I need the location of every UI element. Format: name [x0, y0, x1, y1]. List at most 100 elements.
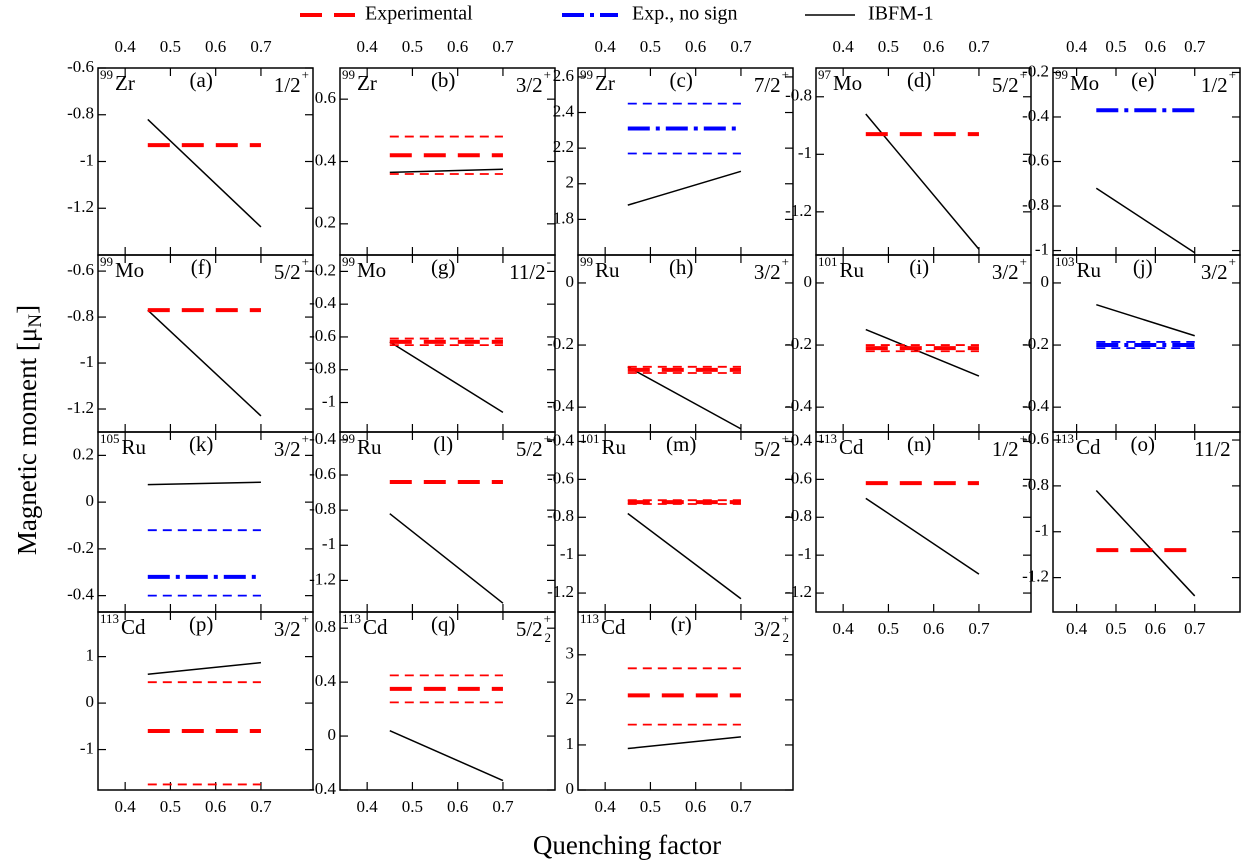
x-tick-label: 0.5	[160, 797, 181, 816]
series-line	[1096, 303, 1195, 337]
x-tick-label: 0.4	[833, 619, 855, 638]
nucleus-element: Mo	[1070, 71, 1099, 95]
spin: 3/2	[516, 73, 543, 97]
y-tick-label: 0	[1041, 272, 1050, 291]
nucleus-element: Zr	[115, 71, 135, 95]
y-tick-label: -0.8	[1022, 195, 1049, 214]
panel-label: (n)	[907, 432, 932, 456]
parity: +	[782, 611, 789, 626]
nucleus-mass: 113	[100, 611, 119, 626]
y-tick-label: -1.2	[785, 582, 812, 601]
spin: 3/2	[274, 617, 301, 641]
y-tick-label: -1	[322, 534, 336, 553]
y-tick-label: -1	[80, 738, 94, 757]
y-tick-label: -0.8	[309, 499, 336, 518]
panel-label: (c)	[670, 68, 693, 92]
panel-label: (q)	[431, 612, 456, 636]
x-tick-label: 0.6	[205, 37, 226, 56]
x-tick-label: 0.6	[923, 37, 944, 56]
y-tick-label: -1.2	[67, 197, 94, 216]
spin: 3/2	[754, 617, 781, 641]
nucleus-element: Mo	[115, 258, 144, 282]
series-line	[389, 729, 504, 782]
nucleus-mass: 99	[100, 254, 113, 269]
spin: 5/2	[992, 73, 1019, 97]
nucleus-mass: 99	[100, 67, 113, 82]
panel-frame	[815, 431, 1032, 613]
y-tick-label: 0.2	[315, 213, 336, 232]
x-tick-label: 0.4	[1066, 619, 1088, 638]
parity: -	[547, 254, 551, 269]
nucleus-mass: 101	[818, 254, 838, 269]
y-tick-label: -0.6	[309, 326, 336, 345]
y-axis-label-close: ]	[12, 305, 42, 314]
y-tick-label: -0.2	[785, 334, 812, 353]
panel-frame	[339, 611, 556, 791]
y-tick-label: -0.4	[309, 293, 336, 312]
y-tick-label: 0.4	[315, 150, 337, 169]
y-tick-label: -1	[560, 544, 574, 563]
y-tick-label: -0.4	[309, 429, 336, 448]
legend-label: Experimental	[365, 3, 473, 25]
spin: 3/2	[754, 260, 781, 284]
series-line	[389, 168, 503, 174]
nucleus-element: Zr	[595, 71, 615, 95]
series-line	[147, 481, 261, 486]
y-axis-label-sub: N	[25, 314, 46, 328]
parity: +	[544, 431, 551, 446]
legend-label: Exp., no sign	[632, 3, 738, 25]
nucleus-mass: 99	[342, 431, 355, 446]
x-tick-label: 0.5	[1105, 619, 1126, 638]
panel-frame	[1052, 431, 1241, 613]
nucleus-mass: 97	[818, 67, 832, 82]
nucleus-mass: 113	[580, 611, 599, 626]
y-tick-label: -1	[798, 143, 812, 162]
y-tick-label: 1.8	[553, 208, 574, 227]
y-tick-label: 0	[804, 272, 813, 291]
y-tick-label: -1.2	[309, 569, 336, 588]
nucleus-mass: 99	[342, 254, 355, 269]
y-tick-label: -0.6	[1022, 150, 1049, 169]
nucleus-mass: 101	[580, 431, 600, 446]
nucleus-mass: 99	[580, 254, 593, 269]
series-line	[865, 497, 980, 575]
x-tick-label: 0.7	[968, 37, 990, 56]
panel-label: (k)	[189, 432, 214, 456]
y-tick-label: -0.6	[1022, 429, 1049, 448]
x-tick-label: 0.6	[685, 797, 706, 816]
x-tick-label: 0.5	[160, 37, 181, 56]
y-tick-label: -1	[322, 391, 336, 410]
y-tick-label: 2	[566, 689, 575, 708]
y-tick-label: 0.2	[73, 444, 94, 463]
panel-label: (m)	[666, 432, 696, 456]
y-tick-label: 2.2	[553, 137, 574, 156]
panel-label: (b)	[431, 68, 456, 92]
x-tick-label: 0.4	[833, 37, 855, 56]
panel-label: (a)	[190, 68, 213, 92]
series-line	[1095, 489, 1196, 597]
nucleus-element: Cd	[839, 435, 864, 459]
x-tick-label: 0.7	[250, 37, 272, 56]
x-tick-label: 0.7	[730, 37, 752, 56]
spin: 11/2	[1194, 437, 1231, 461]
y-tick-label: 0.8	[315, 617, 336, 636]
y-tick-label: 2	[566, 173, 575, 192]
y-tick-label: -0.4	[1022, 106, 1049, 125]
panel-label: (p)	[189, 612, 214, 636]
y-tick-label: -0.2	[309, 260, 336, 279]
parity: +	[782, 254, 789, 269]
y-tick-label: 3	[566, 644, 575, 663]
parity: +	[1229, 67, 1236, 82]
series-line	[147, 661, 262, 676]
nucleus-element: Mo	[833, 71, 862, 95]
y-tick-label: -1	[798, 544, 812, 563]
y-tick-label: 2.4	[553, 101, 575, 120]
x-tick-label: 0.5	[878, 37, 899, 56]
x-tick-label: 0.6	[923, 619, 944, 638]
panel-label: (i)	[909, 255, 929, 279]
x-tick-label: 0.6	[447, 797, 468, 816]
nucleus-mass: 105	[100, 431, 120, 446]
nucleus-element: Ru	[595, 258, 620, 282]
nucleus-element: Cd	[363, 615, 388, 639]
panel-label: (f)	[191, 255, 212, 279]
